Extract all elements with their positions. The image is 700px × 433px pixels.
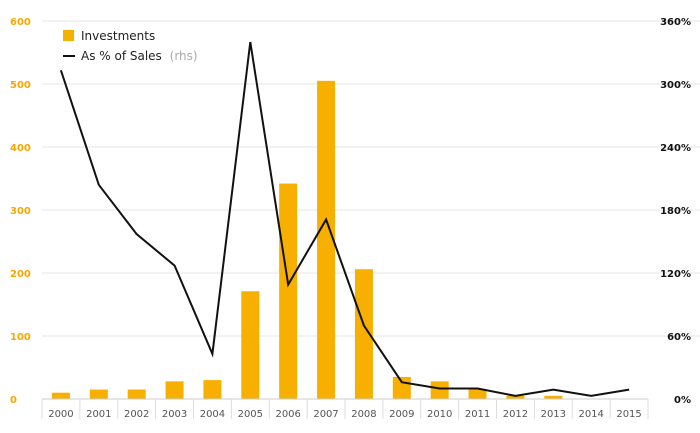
x-tick-label: 2011 — [465, 409, 490, 420]
bar-investments — [468, 389, 487, 399]
y-right-tick-label: 360% — [660, 17, 691, 28]
x-tick-label: 2013 — [541, 409, 566, 420]
x-tick-label: 2010 — [427, 409, 452, 420]
y-right-tick-label: 60% — [667, 332, 691, 343]
y-left-tick-label: 200 — [10, 269, 31, 280]
y-left-tick-label: 400 — [10, 143, 31, 154]
x-tick-label: 2007 — [313, 409, 338, 420]
legend: Investments As % of Sales (rhs) — [63, 29, 198, 63]
bar-investments — [430, 381, 449, 399]
y-left-tick-label: 100 — [10, 332, 31, 343]
y-left-tick-label: 0 — [10, 395, 17, 406]
y-left-tick-label: 600 — [10, 17, 31, 28]
axes: 0 0% 100 60% 200 120% 300 180% 400 240% 500 300% 600… — [10, 17, 691, 420]
x-tick-label: 2000 — [48, 409, 73, 420]
line-percent-of-sales — [59, 41, 630, 397]
bar-investments — [127, 389, 146, 399]
x-tick-label: 2015 — [616, 409, 641, 420]
gridlines — [42, 20, 700, 337]
legend-line-name: As % of Sales — [81, 49, 162, 63]
y-right-tick-label: 180% — [660, 206, 691, 217]
legend-line-suffix: (rhs) — [170, 49, 198, 63]
bar-series-investments — [51, 80, 563, 399]
x-tick-label: 2014 — [578, 409, 603, 420]
x-tick-label: 2003 — [162, 409, 187, 420]
x-tick-label: 2006 — [275, 409, 300, 420]
x-tick-label: 2012 — [503, 409, 528, 420]
bar-investments — [165, 381, 184, 399]
y-right-tick-label: 120% — [660, 269, 691, 280]
bar-investments — [241, 291, 260, 399]
x-tick-label: 2002 — [124, 409, 149, 420]
line-series-percent-of-sales — [59, 41, 630, 397]
bar-investments — [392, 376, 411, 399]
x-tick-label: 2001 — [86, 409, 111, 420]
bar-investments — [354, 269, 373, 399]
bar-investments — [51, 392, 70, 399]
bar-investments — [544, 395, 563, 399]
bar-investments — [506, 395, 525, 399]
bar-investments — [279, 183, 298, 399]
x-tick-label: 2008 — [351, 409, 376, 420]
legend-label-investments: Investments — [81, 29, 155, 43]
x-tick-label: 2005 — [238, 409, 263, 420]
y-right-tick-label: 240% — [660, 143, 691, 154]
bar-investments — [317, 80, 336, 399]
legend-label-line: As % of Sales (rhs) — [81, 49, 198, 63]
x-tick-label: 2004 — [200, 409, 225, 420]
y-right-tick-label: 300% — [660, 80, 691, 91]
y-left-tick-label: 300 — [10, 206, 31, 217]
bar-investments — [89, 389, 108, 399]
x-tick-label: 2009 — [389, 409, 414, 420]
y-right-tick-label: 0% — [674, 395, 691, 406]
y-left-tick-label: 500 — [10, 80, 31, 91]
bar-investments — [203, 380, 222, 399]
legend-swatch-investments — [63, 30, 74, 41]
